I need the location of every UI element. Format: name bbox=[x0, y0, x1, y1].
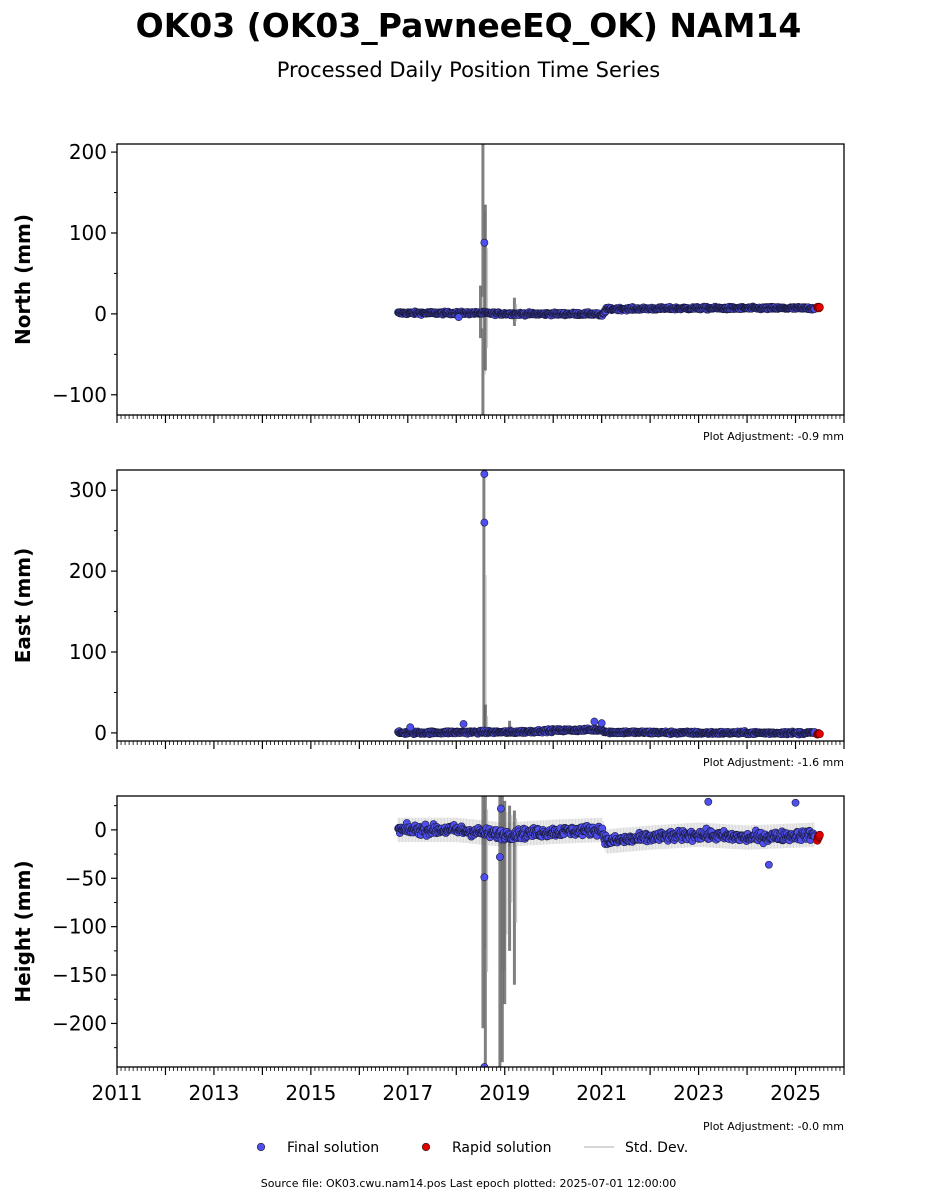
final-solution-points bbox=[394, 797, 819, 1067]
y-tick-label: 300 bbox=[69, 478, 107, 502]
y-tick-label: 100 bbox=[69, 221, 107, 245]
y-tick-label: −100 bbox=[52, 915, 107, 939]
x-tick-label: 2025 bbox=[770, 1081, 821, 1105]
y-tick-label: −100 bbox=[52, 383, 107, 407]
y-axis-label: East (mm) bbox=[11, 548, 35, 664]
data-point-outlier bbox=[704, 797, 713, 806]
rapid-solution-points bbox=[813, 302, 824, 313]
y-tick-label: 0 bbox=[94, 721, 107, 745]
plot-adjustment-label: Plot Adjustment: -1.6 mm bbox=[703, 756, 844, 769]
data-point-outlier bbox=[496, 804, 505, 813]
page-subtitle: Processed Daily Position Time Series bbox=[276, 58, 661, 82]
data-point-outlier bbox=[764, 860, 773, 869]
x-tick-label: 2023 bbox=[673, 1081, 724, 1105]
data-point-outlier bbox=[590, 717, 599, 726]
x-tick-label: 2019 bbox=[479, 1081, 530, 1105]
plot-adjustment-label: Plot Adjustment: -0.0 mm bbox=[703, 1120, 844, 1133]
data-point-outlier bbox=[459, 720, 468, 728]
data-point-outlier bbox=[406, 723, 415, 732]
plot-area bbox=[394, 796, 824, 1067]
data-point-outlier bbox=[597, 719, 606, 728]
page-title: OK03 (OK03_PawneeEQ_OK) NAM14 bbox=[135, 6, 802, 45]
x-tick-label: 2021 bbox=[576, 1081, 627, 1105]
final-solution-points bbox=[394, 238, 819, 322]
data-point-outlier bbox=[480, 470, 489, 478]
data-point-outlier bbox=[791, 798, 800, 807]
x-tick-label: 2015 bbox=[285, 1081, 336, 1105]
rapid-point bbox=[815, 830, 824, 840]
panel-1: 0 100 200 300 East (mm) Plot Adjustment: -1.6… bbox=[11, 469, 845, 769]
y-tick-label: 200 bbox=[69, 559, 107, 583]
source-footer: Source file: OK03.cwu.nam14.pos Last epo… bbox=[260, 1177, 677, 1190]
rapid-point bbox=[815, 729, 824, 739]
x-tick-label: 2011 bbox=[92, 1081, 143, 1105]
y-tick-label: −150 bbox=[52, 963, 107, 987]
legend: Final solution Rapid solution Std. Dev. bbox=[256, 1140, 688, 1156]
y-tick-label: −50 bbox=[65, 866, 107, 890]
y-axis-label: Height (mm) bbox=[11, 860, 35, 1002]
panel-2: −200 −150 −100 −50 0 2011 2013 2015 2017 2019 2021… bbox=[11, 795, 845, 1133]
axes-frame bbox=[116, 469, 845, 742]
legend-label: Rapid solution bbox=[452, 1140, 552, 1156]
x-tick-label: 2013 bbox=[188, 1081, 239, 1105]
y-tick-label: 200 bbox=[69, 140, 107, 164]
y-tick-label: 0 bbox=[94, 818, 107, 842]
data-point-outlier bbox=[480, 873, 489, 882]
x-tick-label: 2017 bbox=[382, 1081, 433, 1105]
data-point-outlier bbox=[480, 1063, 489, 1067]
plot-adjustment-label: Plot Adjustment: -0.9 mm bbox=[703, 430, 844, 443]
rapid-solution-points bbox=[813, 729, 824, 739]
legend-marker-final bbox=[256, 1142, 266, 1152]
y-tick-label: 0 bbox=[94, 302, 107, 326]
data-point-outlier bbox=[495, 853, 504, 861]
y-tick-label: −200 bbox=[52, 1011, 107, 1035]
legend-label: Std. Dev. bbox=[625, 1140, 688, 1156]
panel-0: −100 0 100 200 North (mm) Plot Adjustment: -0… bbox=[11, 140, 845, 443]
axes-frame bbox=[116, 143, 845, 416]
rapid-solution-points bbox=[813, 830, 824, 845]
data-point-outlier bbox=[480, 518, 489, 527]
legend-label: Final solution bbox=[287, 1140, 379, 1156]
final-solution-points bbox=[394, 470, 819, 739]
data-point-outlier bbox=[454, 313, 463, 322]
y-tick-label: 100 bbox=[69, 640, 107, 664]
data-point-outlier bbox=[480, 238, 489, 247]
plot-area bbox=[394, 470, 824, 739]
plot-area bbox=[394, 144, 824, 415]
y-axis-label: North (mm) bbox=[11, 214, 35, 345]
rapid-point bbox=[815, 303, 824, 312]
legend-marker-rapid bbox=[421, 1142, 431, 1152]
